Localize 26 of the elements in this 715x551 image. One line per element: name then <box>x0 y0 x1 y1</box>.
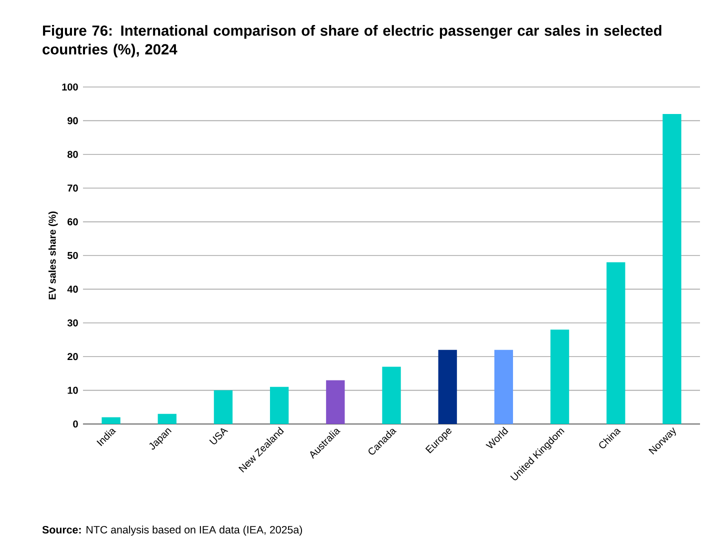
bar <box>214 390 233 424</box>
y-tick-label: 100 <box>62 83 78 91</box>
text: Source: NTC analysis based on IEA data (IEA, 2025a) <box>42 526 302 536</box>
y-tick-label: 0 <box>73 420 78 428</box>
y-tick-label: 40 <box>67 286 78 293</box>
y-tick-label: 10 <box>68 386 78 394</box>
bar <box>550 330 570 424</box>
bar <box>270 386 289 424</box>
y-tick-label: 30 <box>67 319 78 326</box>
y-tick-label: 20 <box>68 353 78 360</box>
y-tick-label: 90 <box>68 117 78 124</box>
bar <box>158 414 176 424</box>
bar <box>494 350 514 424</box>
y-tick-label: 70 <box>68 184 78 192</box>
y-tick-label: 60 <box>68 218 78 226</box>
bar <box>102 417 120 424</box>
y-tick-label: 50 <box>67 252 78 260</box>
y-tick-label: 80 <box>67 150 78 158</box>
bar <box>662 114 682 424</box>
bar <box>326 380 345 424</box>
bar <box>606 262 626 424</box>
bar <box>438 350 457 424</box>
x-tick-label: USA <box>209 428 228 444</box>
y-axis-title: EV sales share (%) <box>48 212 58 300</box>
chart-title: Figure 76: International comparison of share of electric passenger car sales in selected countries (%), 2024 <box>42 25 662 58</box>
bar <box>382 366 401 424</box>
